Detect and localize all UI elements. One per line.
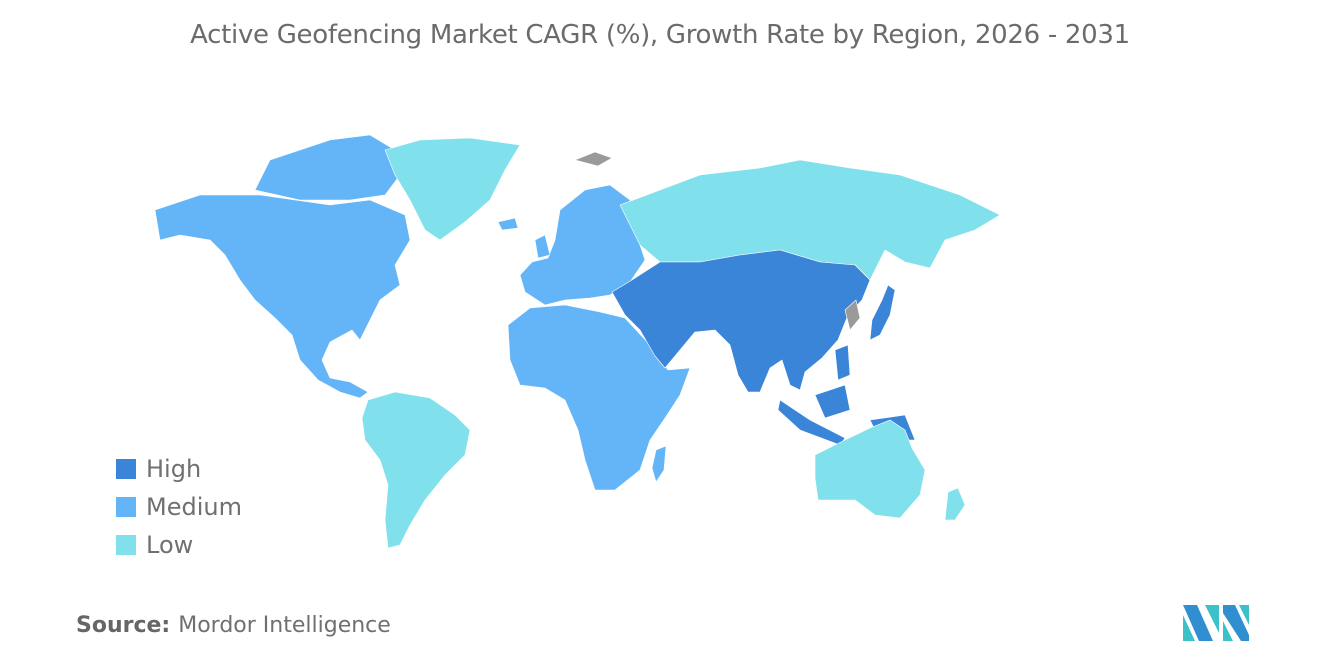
region-greenland <box>384 137 521 241</box>
region-japan <box>869 284 896 341</box>
legend-item-high: High <box>116 450 242 488</box>
legend-label: Low <box>146 531 194 559</box>
region-australia <box>814 419 926 519</box>
region-korea <box>844 299 861 331</box>
region-iceland <box>497 217 519 231</box>
region-uk <box>534 234 551 259</box>
region-north-america <box>154 194 411 399</box>
legend-item-low: Low <box>116 526 242 564</box>
region-south-america <box>361 391 471 549</box>
legend-label: High <box>146 455 202 483</box>
legend-item-medium: Medium <box>116 488 242 526</box>
region-new-zealand <box>944 487 966 521</box>
source-label: Source: <box>76 613 171 638</box>
source-note: Source: Mordor Intelligence <box>76 613 391 638</box>
region-asia-high <box>611 249 871 393</box>
legend-swatch-medium <box>116 497 136 517</box>
region-canada-arctic <box>254 134 401 201</box>
region-svalbard <box>574 151 613 167</box>
legend-swatch-high <box>116 459 136 479</box>
legend-swatch-low <box>116 535 136 555</box>
mordor-intelligence-logo <box>1183 605 1249 641</box>
region-africa <box>507 304 691 491</box>
chart-title: Active Geofencing Market CAGR (%), Growt… <box>190 20 1130 50</box>
source-value: Mordor Intelligence <box>178 613 391 638</box>
legend-label: Medium <box>146 493 242 521</box>
region-madagascar <box>651 445 667 483</box>
legend: High Medium Low <box>116 450 242 564</box>
region-europe <box>519 184 646 306</box>
